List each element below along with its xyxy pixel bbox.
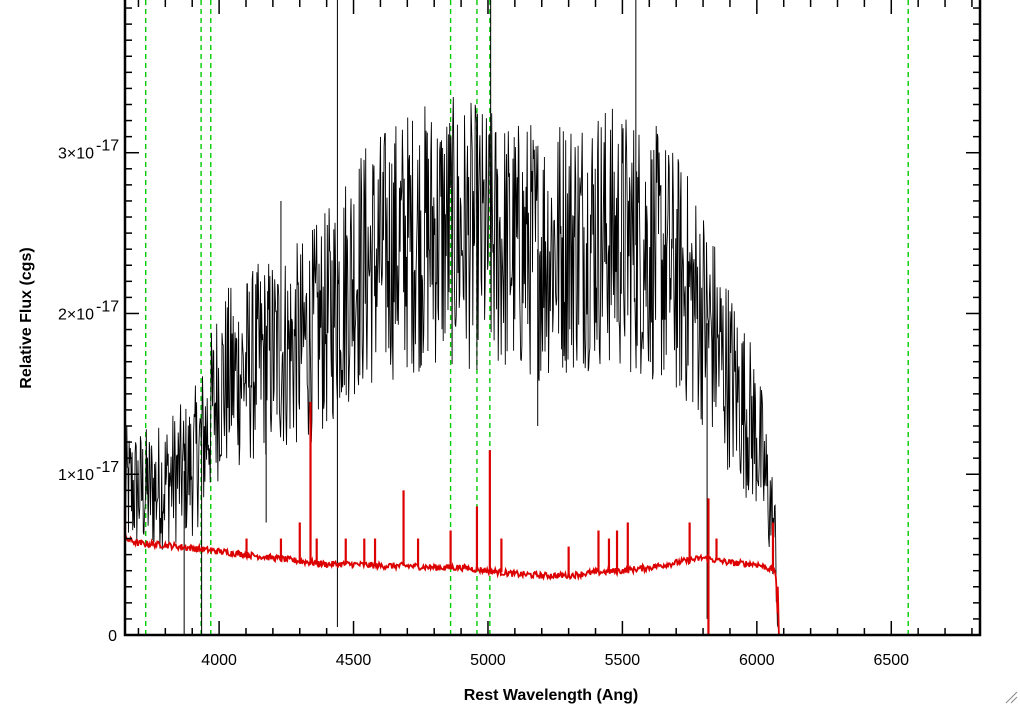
x-axis-title: Rest Wavelength (Ang) xyxy=(464,687,639,704)
y-axis-title: Relative Flux (cgs) xyxy=(18,247,35,388)
y-tick-label-exponent: -17 xyxy=(96,298,119,315)
y-tick-label: 3×10 xyxy=(58,146,94,163)
x-tick-label-5500: 5500 xyxy=(605,652,641,669)
spectrum-series xyxy=(123,0,980,636)
y-tick-label-base: 1×10 xyxy=(58,467,94,484)
x-tick-labels: 4000 4500 5000 5500 6000 6500 xyxy=(201,652,909,669)
x-tick-label-4000: 4000 xyxy=(201,652,237,669)
x-tick-label-6000: 6000 xyxy=(739,652,775,669)
y-tick-label-base: 2×10 xyxy=(58,306,94,323)
y-tick-label-base: 3×10 xyxy=(58,146,94,163)
x-tick-label-4500: 4500 xyxy=(336,652,372,669)
y-tick-label-exponent: -17 xyxy=(96,138,119,155)
y-tick-label-exponent: -17 xyxy=(96,459,119,476)
axes-frame xyxy=(123,0,982,637)
y-tick-labels: 01×10 -172×10 -173×10 -17 xyxy=(58,138,119,645)
x-tick-label-5000: 5000 xyxy=(470,652,506,669)
model-spectrum-line xyxy=(124,533,980,636)
y-tick-label: 1×10 xyxy=(58,467,94,484)
resize-grip-icon[interactable] xyxy=(1004,690,1018,704)
y-tick-label: 0 xyxy=(108,628,117,645)
y-tick-label: 2×10 xyxy=(58,306,94,323)
observed-spectrum-line xyxy=(124,96,779,628)
x-tick-label-6500: 6500 xyxy=(873,652,909,669)
plot-frame xyxy=(123,0,982,637)
y-tick-label-base: 0 xyxy=(108,628,117,645)
